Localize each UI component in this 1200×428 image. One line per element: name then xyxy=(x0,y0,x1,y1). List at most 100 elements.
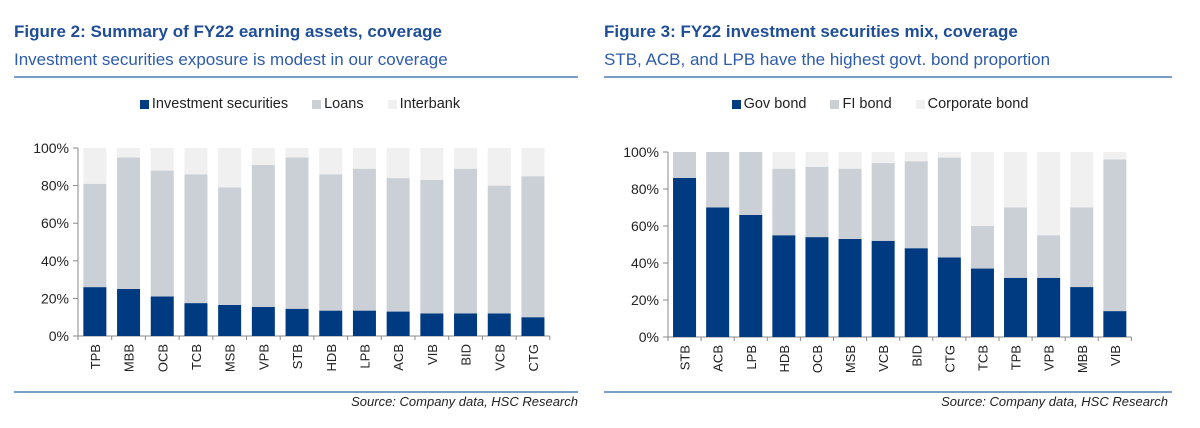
bar-loans-ctg xyxy=(521,176,545,318)
bar-fi-bond-mbb xyxy=(1070,207,1094,288)
x-category-label: MBB xyxy=(1075,345,1090,373)
y-tick-label: 100% xyxy=(33,140,69,156)
bar-loans-lpb xyxy=(352,168,376,311)
legend-item-fi-bond: FI bond xyxy=(830,96,892,112)
x-category-label: OCB xyxy=(810,345,825,373)
legend-item-loans: Loans xyxy=(312,96,364,112)
bar-corporate-bond-tpb xyxy=(1004,152,1028,208)
bar-fi-bond-vib xyxy=(1103,159,1127,312)
bar-investment-securities-acb xyxy=(386,311,410,336)
bar-investment-securities-vcb xyxy=(487,313,511,336)
x-category-label: BID xyxy=(909,345,924,367)
bar-fi-bond-acb xyxy=(706,152,730,208)
bar-loans-msb xyxy=(218,187,242,305)
bar-investment-securities-tcb xyxy=(184,303,208,336)
bar-investment-securities-vpb xyxy=(251,306,275,336)
x-category-label: HDB xyxy=(777,345,792,372)
bar-corporate-bond-msb xyxy=(838,152,862,169)
bar-investment-securities-bid xyxy=(454,313,478,336)
figure-2-panel: Figure 2: Summary of FY22 earning assets… xyxy=(14,0,586,428)
bar-loans-mbb xyxy=(117,157,141,289)
bar-loans-tcb xyxy=(184,174,208,304)
bar-fi-bond-ocb xyxy=(805,166,829,238)
bar-investment-securities-ocb xyxy=(150,296,174,336)
x-category-label: MBB xyxy=(122,344,137,372)
x-category-label: MSB xyxy=(843,345,858,373)
bar-gov-bond-vib xyxy=(1103,311,1127,337)
bar-fi-bond-tcb xyxy=(970,226,994,269)
figure-3-source: Source: Company data, HSC Research xyxy=(941,394,1168,409)
legend-swatch xyxy=(915,99,925,109)
bar-investment-securities-vib xyxy=(420,313,444,336)
bar-gov-bond-msb xyxy=(838,238,862,337)
bar-gov-bond-bid xyxy=(904,248,928,337)
figure-3-chart: 0% 20% 40% 60% 80% 100% STB ACB LPB HDB OCB MSB VCB B… xyxy=(623,144,1132,373)
legend-label: Investment securities xyxy=(151,96,289,112)
bar-loans-vib xyxy=(420,179,444,314)
x-category-label: TPB xyxy=(1009,345,1024,370)
bar-gov-bond-mbb xyxy=(1070,287,1094,337)
bar-loans-vpb xyxy=(251,164,275,307)
x-category-label: TPB xyxy=(88,344,103,369)
x-category-label: LPB xyxy=(357,344,372,369)
bar-gov-bond-tpb xyxy=(1004,277,1028,337)
bar-investment-securities-hdb xyxy=(319,310,343,336)
bar-gov-bond-tcb xyxy=(970,268,994,337)
bar-investment-securities-tpb xyxy=(83,287,107,336)
x-category-label: CTG xyxy=(526,344,541,371)
bar-gov-bond-ocb xyxy=(805,237,829,337)
figure-2-legend: Investment securities Loans Interbank xyxy=(14,96,586,112)
x-category-label: TCB xyxy=(975,345,990,371)
figure-2-chart: 0% 20% 40% 60% 80% 100% TPB MBB OCB TCB MSB VPB STB H… xyxy=(33,140,551,372)
legend-label: Corporate bond xyxy=(927,96,1029,112)
bar-loans-tpb xyxy=(83,183,107,288)
y-tick-label: 60% xyxy=(41,215,69,231)
figure-2-top-rule xyxy=(14,76,578,78)
bar-gov-bond-stb xyxy=(673,177,697,337)
x-category-label: VPB xyxy=(256,344,271,370)
bar-interbank-vib xyxy=(420,148,444,180)
bar-interbank-tcb xyxy=(184,148,208,175)
bar-gov-bond-acb xyxy=(706,207,730,337)
x-category-label: STB xyxy=(678,345,693,370)
bar-interbank-ocb xyxy=(150,148,174,171)
x-category-label: LPB xyxy=(744,345,759,370)
bar-fi-bond-tpb xyxy=(1004,207,1028,278)
x-category-label: VIB xyxy=(425,344,440,365)
bar-loans-bid xyxy=(454,168,478,314)
bar-fi-bond-msb xyxy=(838,168,862,239)
legend-swatch xyxy=(387,99,397,109)
bar-corporate-bond-tcb xyxy=(970,152,994,226)
bar-gov-bond-vcb xyxy=(871,240,895,337)
legend-swatch xyxy=(139,99,149,109)
bar-corporate-bond-vib xyxy=(1103,152,1127,160)
x-category-label: MSB xyxy=(223,344,238,372)
figure-2-title: Figure 2: Summary of FY22 earning assets… xyxy=(14,22,442,41)
bar-corporate-bond-ocb xyxy=(805,152,829,167)
y-tick-label: 40% xyxy=(41,253,69,269)
y-tick-label: 60% xyxy=(631,218,659,234)
bar-interbank-msb xyxy=(218,148,242,188)
y-tick-label: 80% xyxy=(631,181,659,197)
x-category-label: ACB xyxy=(391,344,406,371)
legend-swatch xyxy=(312,99,322,109)
bar-investment-securities-mbb xyxy=(117,289,141,336)
bar-corporate-bond-vpb xyxy=(1037,152,1061,236)
bar-fi-bond-bid xyxy=(904,161,928,249)
bar-fi-bond-ctg xyxy=(937,157,961,258)
figure-2-source: Source: Company data, HSC Research xyxy=(351,394,578,409)
figure-3-top-rule xyxy=(604,76,1172,78)
bar-fi-bond-hdb xyxy=(772,168,796,236)
bar-interbank-vpb xyxy=(251,148,275,165)
bar-interbank-hdb xyxy=(319,148,343,175)
y-tick-label: 80% xyxy=(41,178,69,194)
bar-interbank-vcb xyxy=(487,148,511,186)
bar-investment-securities-stb xyxy=(285,308,309,336)
bar-fi-bond-vpb xyxy=(1037,235,1061,278)
x-category-label: OCB xyxy=(155,344,170,372)
y-tick-label: 0% xyxy=(49,328,69,344)
bar-investment-securities-ctg xyxy=(521,317,545,336)
legend-label: Loans xyxy=(324,96,364,112)
figure-3-legend: Gov bond FI bond Corporate bond xyxy=(594,96,1166,112)
y-tick-label: 100% xyxy=(623,144,659,160)
